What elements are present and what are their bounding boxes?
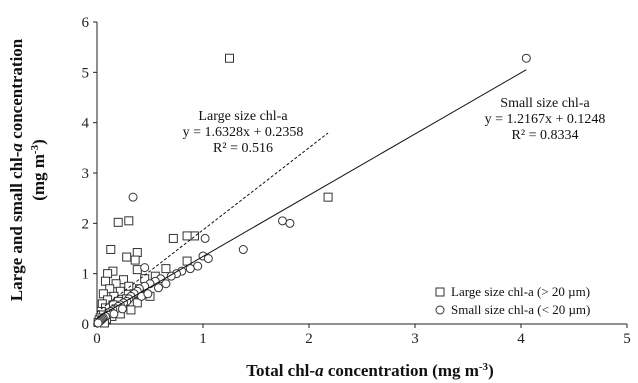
legend-label-large: Large size chl-a (> 20 µm) bbox=[451, 284, 590, 299]
large-size-point bbox=[113, 217, 123, 227]
small-size-point bbox=[285, 218, 295, 228]
large-size-point bbox=[130, 255, 140, 265]
x-tick-label: 3 bbox=[411, 331, 419, 347]
x-tick-label: 0 bbox=[93, 331, 101, 347]
small-size-equation-label: Small size chl-a bbox=[500, 96, 590, 111]
large-size-point bbox=[106, 245, 116, 255]
small-size-point bbox=[153, 283, 163, 293]
large-size-point bbox=[132, 298, 142, 308]
x-tick-label: 1 bbox=[199, 331, 207, 347]
large-size-point bbox=[132, 265, 142, 275]
large-size-point bbox=[182, 256, 192, 266]
small-size-point bbox=[109, 309, 119, 319]
small-size-point bbox=[193, 261, 203, 271]
y-tick-label: 1 bbox=[82, 267, 90, 283]
large-size-point bbox=[168, 233, 178, 243]
small-size-point bbox=[203, 254, 213, 264]
y-axis-title-line1: Large and small chl-a concentration bbox=[7, 38, 26, 301]
large-size-point bbox=[124, 281, 134, 291]
small-size-point bbox=[161, 279, 171, 289]
small-size-point bbox=[128, 192, 138, 202]
large-size-trendline bbox=[96, 132, 329, 313]
small-size-point bbox=[143, 289, 153, 299]
large-size-point bbox=[190, 231, 200, 241]
large-size-point bbox=[132, 248, 142, 258]
y-tick-label: 5 bbox=[82, 65, 90, 81]
y-tick-label: 6 bbox=[82, 15, 90, 31]
large-size-equation-label: R² = 0.516 bbox=[213, 141, 273, 156]
small-size-point bbox=[93, 318, 103, 328]
large-size-point bbox=[100, 276, 110, 286]
small-size-point bbox=[117, 304, 127, 314]
legend: Large size chl-a (> 20 µm) Small size ch… bbox=[435, 284, 590, 317]
small-size-point bbox=[200, 233, 210, 243]
large-size-point bbox=[323, 192, 333, 202]
large-size-point bbox=[225, 53, 234, 63]
tick-labels: 0 1 2 3 4 5 0 1 2 3 4 5 6 bbox=[82, 15, 631, 347]
axes bbox=[93, 21, 628, 328]
small-size-equation-label: R² = 0.8334 bbox=[512, 128, 579, 143]
series-large bbox=[93, 53, 333, 328]
y-tick-label: 2 bbox=[82, 216, 90, 232]
small-size-trendline bbox=[96, 69, 527, 319]
x-tick-label: 4 bbox=[517, 331, 525, 347]
small-size-point bbox=[278, 216, 287, 226]
small-size-point bbox=[185, 264, 195, 274]
x-tick-label: 5 bbox=[623, 331, 631, 347]
large-size-point bbox=[103, 269, 113, 279]
large-size-point bbox=[182, 231, 192, 241]
small-size-point bbox=[238, 245, 248, 255]
large-size-equation-label: y = 1.6328x + 0.2358 bbox=[183, 125, 304, 140]
large-size-point bbox=[161, 264, 171, 274]
y-tick-label: 3 bbox=[82, 166, 90, 182]
x-axis-title: Total chl-a concentration (mg m-3) bbox=[246, 361, 493, 380]
x-tick-label: 2 bbox=[305, 331, 313, 347]
large-size-point bbox=[126, 305, 136, 315]
y-axis-title-line2: (mg m-3) bbox=[29, 139, 48, 201]
legend-label-small: Small size chl-a (< 20 µm) bbox=[451, 302, 590, 317]
legend-circle-marker bbox=[435, 305, 445, 315]
small-size-point bbox=[521, 53, 531, 63]
y-tick-label: 0 bbox=[82, 317, 90, 333]
small-size-point bbox=[140, 263, 150, 273]
large-size-point bbox=[122, 252, 132, 262]
large-size-equation-label: Large size chl-a bbox=[198, 109, 288, 124]
trendlines bbox=[96, 69, 527, 319]
small-size-equation-label: y = 1.2167x + 0.1248 bbox=[485, 112, 606, 127]
y-tick-label: 4 bbox=[82, 116, 90, 132]
legend-square-marker bbox=[435, 287, 445, 297]
large-size-point bbox=[115, 286, 125, 296]
large-size-point bbox=[124, 216, 134, 226]
